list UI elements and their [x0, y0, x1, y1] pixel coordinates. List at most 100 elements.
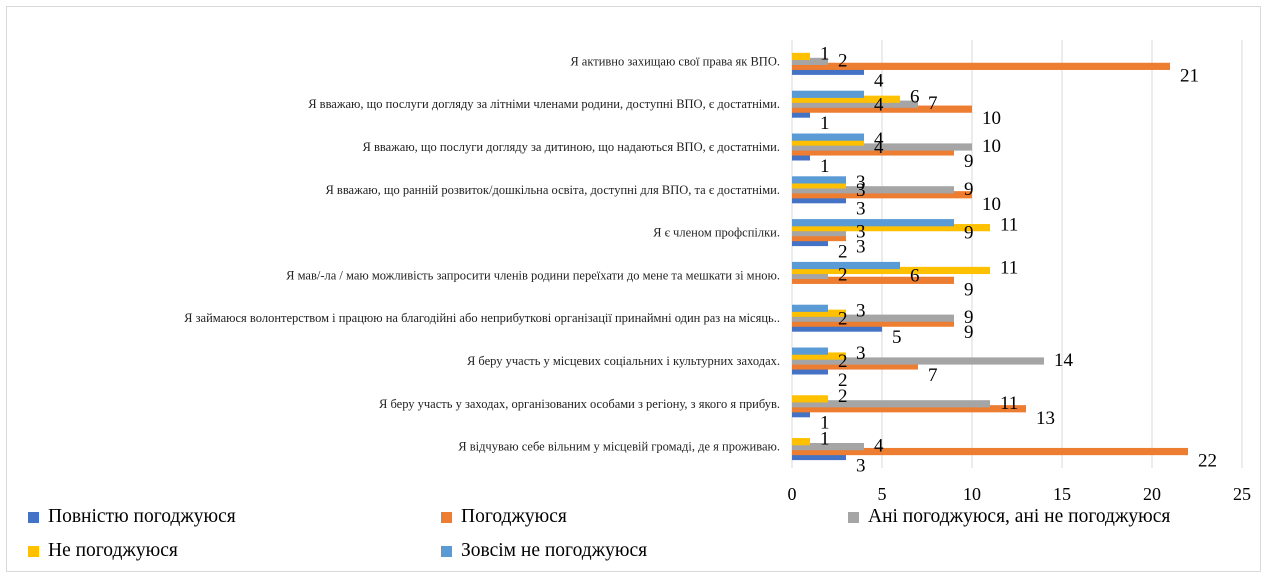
- category-label: Я беру участь у заходах, організованих о…: [379, 397, 780, 411]
- bar: [792, 143, 972, 151]
- category-label: Я активно захищаю свої права як ВПО.: [570, 54, 780, 68]
- bar: [792, 304, 828, 312]
- bar: [792, 148, 954, 156]
- data-label: 3: [856, 172, 866, 193]
- data-label: 9: [964, 307, 974, 328]
- data-label: 2: [838, 242, 848, 263]
- data-label: 4: [874, 94, 884, 115]
- data-label: 4: [874, 129, 884, 150]
- bar: [792, 452, 846, 461]
- bar: [792, 181, 846, 189]
- data-label: 1: [820, 429, 830, 450]
- data-label: 2: [838, 264, 848, 285]
- bar: [792, 395, 828, 403]
- category-label: Я є членом профспілки.: [653, 226, 780, 240]
- bar: [792, 191, 972, 199]
- bar: [792, 196, 846, 204]
- data-label: 3: [856, 456, 866, 477]
- data-label: 3: [856, 222, 866, 243]
- bar: [792, 400, 990, 408]
- category-label: Я мав/-ла / маю можливість запросити чле…: [286, 268, 780, 282]
- x-tick-label: 10: [963, 484, 981, 504]
- bar: [792, 324, 882, 332]
- category-label: Я вважаю, що ранній розвиток/дошкільна о…: [325, 183, 780, 197]
- data-label: 2: [838, 386, 848, 407]
- x-tick-label: 0: [788, 484, 797, 504]
- bar: [792, 90, 864, 98]
- bar: [792, 410, 810, 418]
- bar: [792, 405, 1026, 413]
- data-label: 5: [892, 327, 902, 348]
- bar: [792, 229, 846, 237]
- x-axis-ticks: 0 5 10 15 20 25: [788, 484, 1252, 504]
- data-label: 9: [964, 279, 974, 300]
- data-label: 4: [874, 70, 884, 91]
- bar: [792, 57, 828, 65]
- data-label: 9: [964, 179, 974, 200]
- data-label: 10: [982, 136, 1001, 157]
- bar: [792, 352, 846, 360]
- data-label: 10: [982, 108, 1001, 129]
- bar: [792, 153, 810, 161]
- data-label: 9: [964, 151, 974, 172]
- data-label: 2: [838, 308, 848, 329]
- bar: [792, 271, 828, 279]
- data-label: 21: [1180, 65, 1199, 86]
- data-label: 4: [874, 137, 884, 158]
- bar: [792, 347, 828, 355]
- data-label: 1: [820, 413, 830, 434]
- bar: [792, 233, 846, 242]
- bar: [792, 238, 828, 247]
- bar: [792, 357, 1044, 365]
- data-label: 1: [820, 113, 830, 134]
- data-label: 6: [910, 86, 920, 107]
- bar: [792, 110, 810, 118]
- category-label: Я займаюся волонтерством і працюю на бла…: [184, 311, 780, 325]
- data-label: 1: [820, 43, 830, 64]
- category-label: Я відчуваю себе вільним у місцевій грома…: [458, 440, 780, 454]
- data-label: 1: [820, 156, 830, 177]
- bar: [792, 266, 990, 275]
- data-label: 22: [1198, 451, 1217, 472]
- data-label: 7: [928, 93, 938, 114]
- data-label: 14: [1054, 350, 1074, 371]
- x-tick-label: 15: [1053, 484, 1071, 504]
- bars: [792, 52, 1188, 461]
- data-label: 2: [838, 50, 848, 71]
- bar: [792, 319, 954, 327]
- category-label: Я беру участь у місцевих соціальних і ку…: [467, 354, 780, 368]
- chart-frame: [6, 6, 1261, 572]
- x-tick-label: 20: [1143, 484, 1161, 504]
- bar: [792, 362, 918, 370]
- bar: [792, 447, 1188, 456]
- data-label: 11: [1000, 257, 1018, 278]
- data-label: 9: [964, 322, 974, 343]
- data-label: 9: [964, 223, 974, 244]
- category-label: Я вважаю, що послуги догляду за дитиною,…: [362, 140, 780, 154]
- data-label: 3: [856, 199, 866, 220]
- bar: [792, 67, 864, 75]
- data-label: 2: [838, 351, 848, 372]
- bar: [792, 133, 864, 141]
- bar: [792, 176, 846, 184]
- data-label: 3: [856, 343, 866, 364]
- bar: [792, 309, 846, 317]
- data-label: 4: [874, 436, 884, 457]
- data-label: 7: [928, 365, 938, 386]
- data-label: 3: [856, 300, 866, 321]
- data-label: 10: [982, 194, 1001, 215]
- category-labels: Я відчуваю себе вільним у місцевій грома…: [184, 54, 780, 453]
- bar: [792, 276, 954, 284]
- data-label: 11: [1000, 215, 1018, 236]
- data-label: 3: [856, 180, 866, 201]
- bar: [792, 186, 954, 194]
- bar: [792, 224, 990, 232]
- bar: [792, 367, 828, 375]
- bar: [792, 314, 954, 322]
- bar: [792, 138, 864, 146]
- bar: [792, 438, 810, 446]
- data-label: 3: [856, 237, 866, 258]
- bar: [792, 100, 918, 108]
- bar: [792, 95, 900, 103]
